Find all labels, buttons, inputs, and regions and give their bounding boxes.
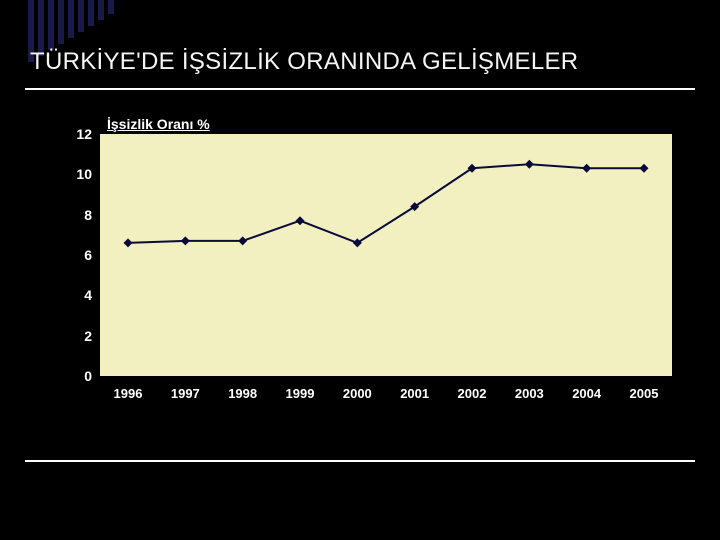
data-marker [525,160,534,169]
x-tick-label: 2003 [515,386,544,401]
x-tick-label: 2005 [630,386,659,401]
data-marker [296,216,305,225]
chart-svg [0,0,720,540]
x-tick-label: 1996 [114,386,143,401]
data-marker [181,236,190,245]
y-tick-label: 6 [62,247,92,263]
slide: TÜRKİYE'DE İŞSİZLİK ORANINDA GELİŞMELER … [0,0,720,540]
x-tick-label: 2002 [458,386,487,401]
x-tick-label: 2000 [343,386,372,401]
data-marker [238,236,247,245]
line-series [128,164,644,243]
y-tick-label: 12 [62,126,92,142]
data-marker [582,164,591,173]
x-tick-label: 1997 [171,386,200,401]
data-marker [124,238,133,247]
y-tick-label: 10 [62,166,92,182]
x-tick-label: 1999 [286,386,315,401]
divider-bottom [25,460,695,462]
y-tick-label: 2 [62,328,92,344]
y-tick-label: 8 [62,207,92,223]
x-tick-label: 2001 [400,386,429,401]
x-tick-label: 1998 [228,386,257,401]
x-tick-label: 2004 [572,386,601,401]
data-marker [640,164,649,173]
y-tick-label: 0 [62,368,92,384]
y-tick-label: 4 [62,287,92,303]
